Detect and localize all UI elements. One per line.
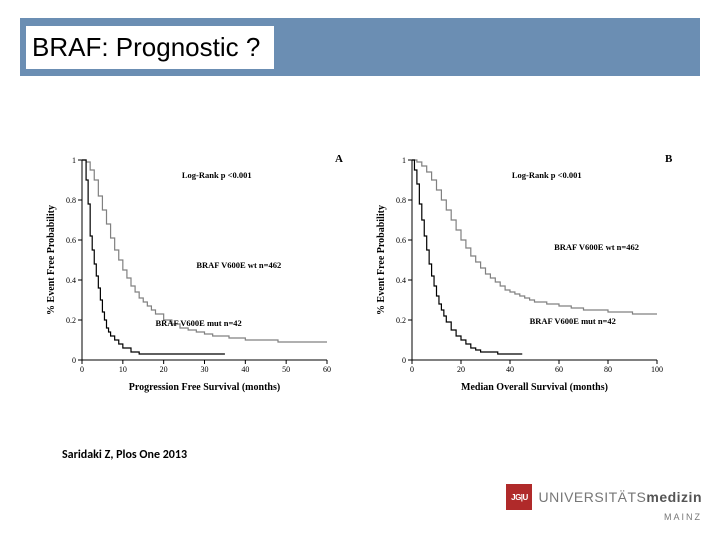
- svg-text:BRAF V600E wt n=462: BRAF V600E wt n=462: [554, 242, 639, 252]
- svg-text:0.6: 0.6: [396, 236, 406, 245]
- svg-text:Progression Free Survival (mon: Progression Free Survival (months): [129, 382, 280, 393]
- svg-text:10: 10: [119, 365, 127, 374]
- svg-text:0.8: 0.8: [66, 196, 76, 205]
- logo-text: UNIVERSITÄTSmedizin: [538, 489, 702, 505]
- svg-text:Log-Rank p <0.001: Log-Rank p <0.001: [512, 170, 582, 180]
- svg-text:Log-Rank p <0.001: Log-Rank p <0.001: [182, 170, 252, 180]
- svg-text:0.2: 0.2: [396, 316, 406, 325]
- svg-text:1: 1: [402, 156, 406, 165]
- chart-os: 0 20 40 60 80 100 0 0.2 0.4 0.6 0.8 1 % Event Free P…: [370, 150, 680, 410]
- page-title: BRAF: Prognostic ?: [26, 26, 274, 69]
- svg-text:0: 0: [72, 356, 76, 365]
- svg-text:BRAF V600E mut n=42: BRAF V600E mut n=42: [530, 316, 616, 326]
- logo-row: JG|U UNIVERSITÄTSmedizin: [506, 484, 702, 510]
- svg-text:BRAF V600E wt n=462: BRAF V600E wt n=462: [196, 260, 281, 270]
- svg-text:BRAF V600E mut n=42: BRAF V600E mut n=42: [156, 318, 242, 328]
- km-chart-b: 0 20 40 60 80 100 0 0.2 0.4 0.6 0.8 1 % Event Free P…: [370, 150, 680, 410]
- svg-text:0: 0: [410, 365, 414, 374]
- svg-text:40: 40: [506, 365, 514, 374]
- svg-text:60: 60: [555, 365, 563, 374]
- logo-subtext: MAINZ: [664, 512, 702, 522]
- svg-text:20: 20: [457, 365, 465, 374]
- svg-text:0.4: 0.4: [396, 276, 406, 285]
- svg-text:Median Overall Survival (month: Median Overall Survival (months): [461, 382, 608, 393]
- km-chart-a: 0 10 20 30 40 50 60 0 0.2 0.4 0.6 0.8 1 % Event Free …: [40, 150, 350, 410]
- svg-text:B: B: [665, 153, 673, 165]
- charts-row: 010203040506000.20.40.60.81% Event Free …: [40, 150, 680, 410]
- svg-text:80: 80: [604, 365, 612, 374]
- svg-text:100: 100: [651, 365, 663, 374]
- header-banner: BRAF: Prognostic ?: [20, 18, 700, 76]
- svg-text:0.2: 0.2: [66, 316, 76, 325]
- svg-text:60: 60: [323, 365, 331, 374]
- svg-text:0: 0: [402, 356, 406, 365]
- svg-text:0.8: 0.8: [396, 196, 406, 205]
- svg-text:20: 20: [160, 365, 168, 374]
- chart-pfs: 0 10 20 30 40 50 60 0 0.2 0.4 0.6 0.8 1 % Event Free …: [40, 150, 350, 410]
- svg-text:40: 40: [241, 365, 249, 374]
- logo-text-light: UNIVERSITÄTS: [538, 489, 646, 505]
- svg-text:0: 0: [80, 365, 84, 374]
- svg-text:30: 30: [201, 365, 209, 374]
- svg-text:1: 1: [72, 156, 76, 165]
- svg-text:% Event Free Probability: % Event Free Probability: [376, 205, 387, 315]
- logo-mark: JG|U: [506, 484, 532, 510]
- citation: Saridaki Z, Plos One 2013: [62, 448, 187, 462]
- institution-logo: JG|U UNIVERSITÄTSmedizin MAINZ: [506, 484, 702, 522]
- svg-text:A: A: [335, 153, 343, 165]
- logo-text-bold: medizin: [646, 489, 702, 505]
- svg-text:0.6: 0.6: [66, 236, 76, 245]
- svg-text:0.4: 0.4: [66, 276, 76, 285]
- svg-text:% Event Free Probability: % Event Free Probability: [46, 205, 57, 315]
- svg-text:50: 50: [282, 365, 290, 374]
